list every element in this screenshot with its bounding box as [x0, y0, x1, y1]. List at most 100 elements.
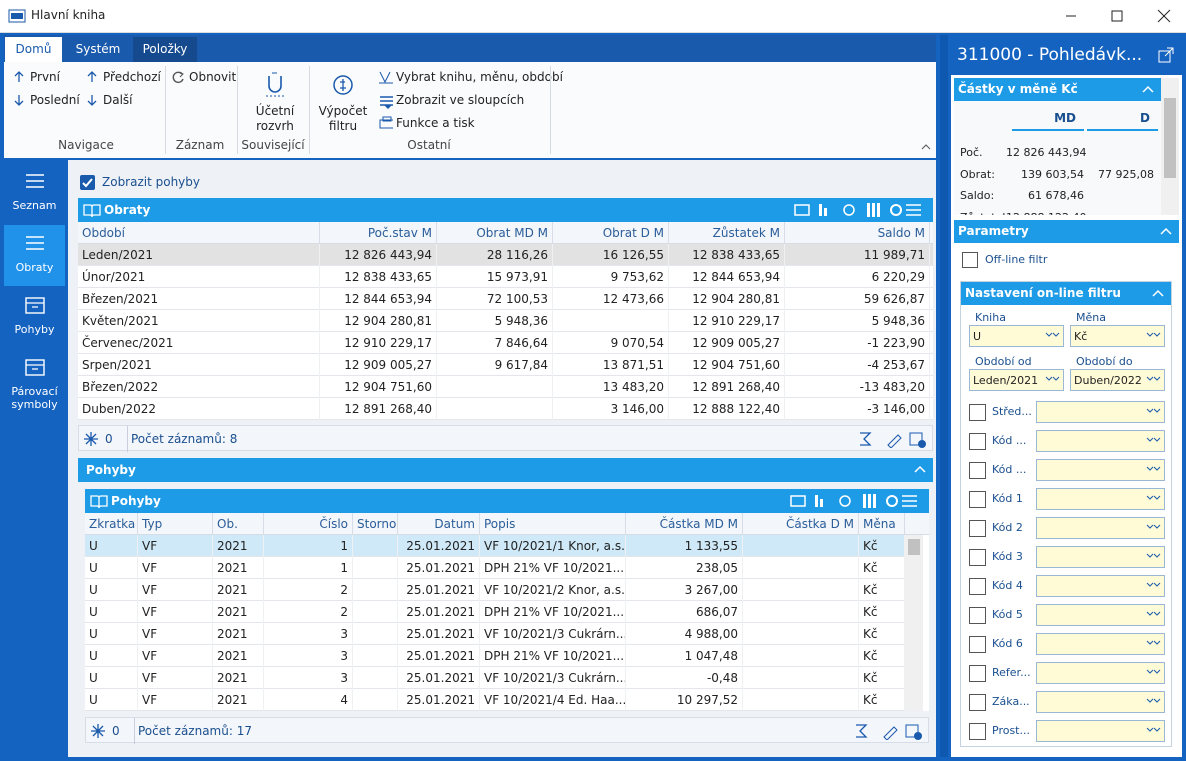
combo-box[interactable]: Duben/2022 [1070, 369, 1165, 391]
checkbox[interactable] [969, 694, 986, 711]
sidebar-item[interactable]: Seznam [4, 163, 65, 224]
grid-row[interactable]: Srpen/2021 12 909 005,27 9 617,84 13 871,51… [78, 354, 933, 376]
checkbox[interactable] [969, 462, 986, 479]
ribbon-tab[interactable]: Položky [133, 37, 197, 62]
grid-row[interactable]: U VF 2021 1 25.01.2021 DPH 21% VF 10/2021... 2… [85, 557, 905, 579]
panel-icon [90, 495, 108, 509]
ribbon-button[interactable]: Funkce a tisk [396, 116, 475, 130]
ribbon-button[interactable]: Další [103, 93, 133, 107]
combo-box[interactable]: U [969, 325, 1064, 347]
column-header[interactable]: Ob. [213, 513, 264, 535]
combo-box[interactable] [1036, 546, 1165, 568]
grid-cell: 9 617,84 [437, 354, 553, 376]
combo-box[interactable]: Kč [1070, 325, 1165, 347]
combo-box[interactable] [1036, 662, 1165, 684]
column-header[interactable]: Datum [398, 513, 480, 535]
checkbox[interactable] [969, 404, 986, 421]
grid-row[interactable]: U VF 2021 3 25.01.2021 DPH 21% VF 10/2021... 1… [85, 645, 905, 667]
ribbon-button[interactable]: Vybrat knihu, měnu, období [396, 70, 563, 84]
checkbox[interactable] [969, 491, 986, 508]
checkbox[interactable] [969, 665, 986, 682]
combo-box[interactable] [1036, 720, 1165, 742]
column-header[interactable]: Částka MD M [626, 513, 743, 535]
window-controls[interactable] [1050, 6, 1180, 26]
combo-box[interactable]: Leden/2021 [969, 369, 1064, 391]
ribbon-button[interactable]: Obnovit [189, 70, 237, 84]
combo-box[interactable] [1036, 633, 1165, 655]
column-header[interactable]: Typ [138, 513, 213, 535]
scroll-thumb[interactable] [908, 539, 920, 555]
grid-row[interactable]: U VF 2021 3 25.01.2021 VF 10/2021/3 Cukrárn..… [85, 623, 905, 645]
ribbon-tab[interactable]: Domů [5, 37, 62, 62]
grid-row[interactable]: U VF 2021 4 25.01.2021 VF 10/2021/4 Ed. Haa..… [85, 689, 905, 711]
ribbon-button[interactable]: Zobrazit ve sloupcích [396, 93, 525, 107]
checkbox[interactable] [969, 433, 986, 450]
scrollbar[interactable] [1161, 78, 1179, 215]
grid-cell: 3 [264, 667, 353, 689]
checkbox[interactable] [969, 723, 986, 740]
column-header[interactable]: Storno [353, 513, 398, 535]
checkbox[interactable] [962, 252, 978, 268]
combo-box[interactable] [1036, 604, 1165, 626]
column-header[interactable]: Obrat D M [553, 222, 669, 244]
checkbox[interactable] [969, 607, 986, 624]
combo-box[interactable] [1036, 430, 1165, 452]
grid-row[interactable]: Únor/2021 12 838 433,65 15 973,91 9 753,62 1… [78, 266, 933, 288]
checkbox[interactable] [969, 520, 986, 537]
ribbon-tab[interactable]: Systém [75, 42, 121, 56]
grid-row[interactable]: Květen/2021 12 904 280,81 5 948,36 12 910 2… [78, 310, 933, 332]
ribbon-button[interactable]: Výpočet filtru [318, 104, 368, 133]
checkbox[interactable] [969, 636, 986, 653]
sidebar-item[interactable]: Pohyby [4, 287, 65, 348]
grid-row[interactable]: Březen/2021 12 844 653,94 72 100,53 12 473,… [78, 288, 933, 310]
column-header[interactable]: Měna [859, 513, 905, 535]
combo-box[interactable] [1036, 575, 1165, 597]
checkbox[interactable] [80, 175, 95, 190]
combo-box[interactable] [1036, 488, 1165, 510]
ribbon-button[interactable]: Předchozí [103, 70, 161, 84]
grid-row[interactable]: U VF 2021 3 25.01.2021 VF 10/2021/3 Cukrárn..… [85, 667, 905, 689]
grid-row[interactable]: Březen/2022 12 904 751,60 13 483,20 12 891 … [78, 376, 933, 398]
splitter[interactable] [940, 35, 948, 757]
subpanel-header[interactable]: Částky v měně Kč [954, 78, 1161, 101]
ribbon-button[interactable]: První [30, 70, 60, 84]
column-header[interactable]: Zkratka [85, 513, 138, 535]
grid-row[interactable]: U VF 2021 2 25.01.2021 DPH 21% VF 10/2021... 6… [85, 601, 905, 623]
panel-header: Pohyby [85, 489, 929, 513]
column-header[interactable]: Popis [480, 513, 626, 535]
grid-row[interactable]: Červenec/2021 12 910 229,17 7 846,64 9 070,… [78, 332, 933, 354]
combo-box[interactable] [1036, 459, 1165, 481]
combo-box[interactable] [1036, 401, 1165, 423]
subpanel-header[interactable]: Parametry [954, 220, 1179, 243]
section-header[interactable]: Pohyby [78, 458, 933, 482]
grid-row[interactable]: Duben/2022 12 891 268,40 3 146,00 12 888 12… [78, 398, 933, 420]
column-header[interactable]: Číslo [264, 513, 353, 535]
grid-cell: 11 989,71 [785, 244, 930, 266]
column-header[interactable]: Zůstatek M [669, 222, 785, 244]
combo-box[interactable] [1036, 691, 1165, 713]
grid-row[interactable]: U VF 2021 2 25.01.2021 VF 10/2021/2 Knor, a.s… [85, 579, 905, 601]
grid-row[interactable]: Leden/2021 12 826 443,94 28 116,26 16 126,5… [78, 244, 933, 266]
grid-row[interactable]: U VF 2021 1 25.01.2021 VF 10/2021/1 Knor, a.s… [85, 535, 905, 557]
amount-value: 139 603,54 [1021, 167, 1084, 181]
checkbox-label[interactable]: Zobrazit pohyby [102, 175, 201, 189]
sidebar-item[interactable]: Obraty [4, 225, 65, 286]
checkbox[interactable] [969, 578, 986, 595]
ribbon-button[interactable]: Účetní rozvrh [255, 104, 295, 133]
column-header[interactable]: Částka D M [743, 513, 859, 535]
column-header[interactable]: Období [78, 222, 320, 244]
combo-box[interactable] [1036, 517, 1165, 539]
scrollbar[interactable] [905, 535, 923, 711]
column-header[interactable]: Saldo M [785, 222, 930, 244]
sidebar-item[interactable]: Párovací symboly [4, 349, 65, 411]
grid-cell: 25.01.2021 [398, 535, 480, 557]
column-header[interactable]: Obrat MD M [437, 222, 553, 244]
column-header[interactable]: Poč.stav M [320, 222, 437, 244]
grid-cell: 13 871,51 [553, 354, 669, 376]
subpanel-header[interactable]: Nastavení on-line filtru [961, 282, 1171, 305]
checkbox-label[interactable]: Off-line filtr [985, 253, 1048, 266]
scroll-thumb[interactable] [1164, 98, 1176, 178]
checkbox[interactable] [969, 549, 986, 566]
grid-cell: U [85, 667, 138, 689]
ribbon-button[interactable]: Poslední [30, 93, 80, 107]
